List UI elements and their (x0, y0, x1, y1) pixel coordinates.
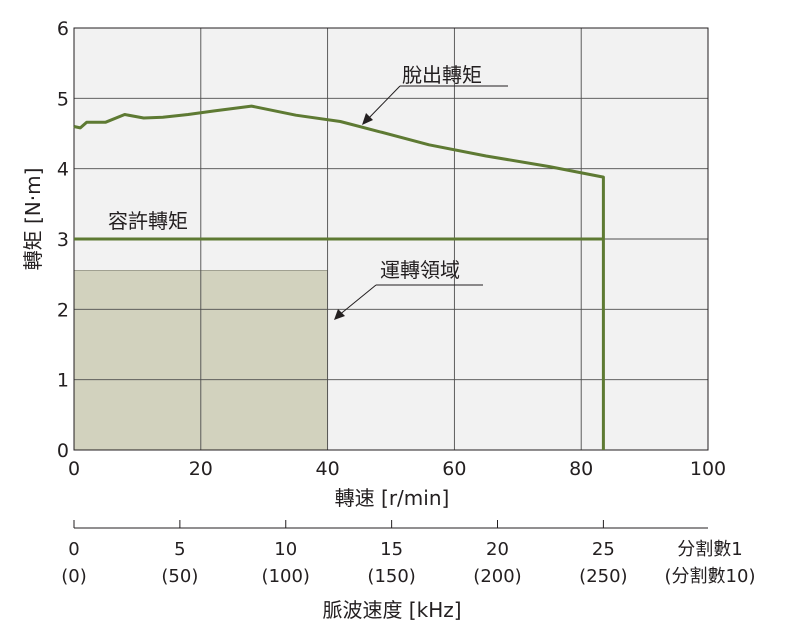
pulse-axis-ticks: 0 (0) 5 (50) 10 (100) 15 (150) 20 (200) 25 (250) (61, 520, 628, 587)
pulse-axis-title: 脈波速度 [kHz] (322, 598, 461, 622)
y-axis-title: 轉矩 [N·m] (21, 168, 45, 271)
operating-region-label: 運轉領域 (380, 258, 460, 282)
pulse-tick-label-div10: (100) (262, 566, 310, 587)
allowable-torque-label: 容許轉矩 (108, 209, 188, 233)
pulse-tick-label-div1: 10 (274, 539, 297, 560)
operating-region-arrow-line (337, 284, 377, 317)
x-tick-label: 60 (442, 458, 466, 480)
y-tick-label: 4 (57, 159, 69, 181)
x-tick-label: 80 (569, 458, 593, 480)
pulse-tick-label-div1: 15 (380, 539, 403, 560)
tick-label-layer: 0 20 40 60 80 100 0 1 2 3 4 5 6 (57, 18, 726, 480)
x-tick-label: 40 (316, 458, 340, 480)
y-tick-label: 0 (57, 440, 69, 462)
y-tick-label: 6 (57, 18, 69, 40)
x-tick-label: 20 (189, 458, 213, 480)
x-axis-title: 轉速 [r/min] (335, 486, 450, 510)
pulse-unit-label-div10: (分割數10) (665, 566, 756, 587)
y-tick-label: 3 (57, 229, 69, 251)
pulse-tick-label-div10: (250) (579, 566, 627, 587)
pulse-tick-label-div10: (50) (161, 566, 198, 587)
y-tick-label: 5 (57, 88, 69, 110)
x-tick-label: 0 (68, 458, 80, 480)
pulse-tick-label-div1: 0 (68, 539, 79, 560)
series-layer (73, 104, 605, 450)
operating-region-arrowhead (334, 309, 345, 320)
pullout-torque-arrowhead (362, 113, 373, 125)
pullout-torque-arrow-line (365, 85, 401, 122)
pullout-torque-label: 脫出轉矩 (402, 63, 482, 87)
pulse-tick-label-div1: 5 (174, 539, 185, 560)
pulse-tick-label-div10: (0) (61, 566, 87, 587)
y-tick-label: 1 (57, 370, 69, 392)
pulse-tick-label-div10: (200) (473, 566, 521, 587)
pulse-tick-label-div10: (150) (367, 566, 415, 587)
y-tick-label: 2 (57, 299, 69, 321)
pulse-unit-label-div1: 分割數1 (677, 539, 742, 560)
x-tick-label: 100 (690, 458, 726, 480)
pulse-tick-label-div1: 25 (592, 539, 615, 560)
annotation-pullout-torque: 脫出轉矩 (362, 63, 508, 125)
series-line-0 (73, 104, 605, 450)
pulse-tick-label-div1: 20 (486, 539, 509, 560)
annotation-allowable-torque: 容許轉矩 (108, 209, 188, 233)
pulse-speed-axis: 0 (0) 5 (50) 10 (100) 15 (150) 20 (200) 25 (250) 分割… (61, 520, 755, 622)
annotation-operating-region: 運轉領域 (334, 258, 483, 320)
